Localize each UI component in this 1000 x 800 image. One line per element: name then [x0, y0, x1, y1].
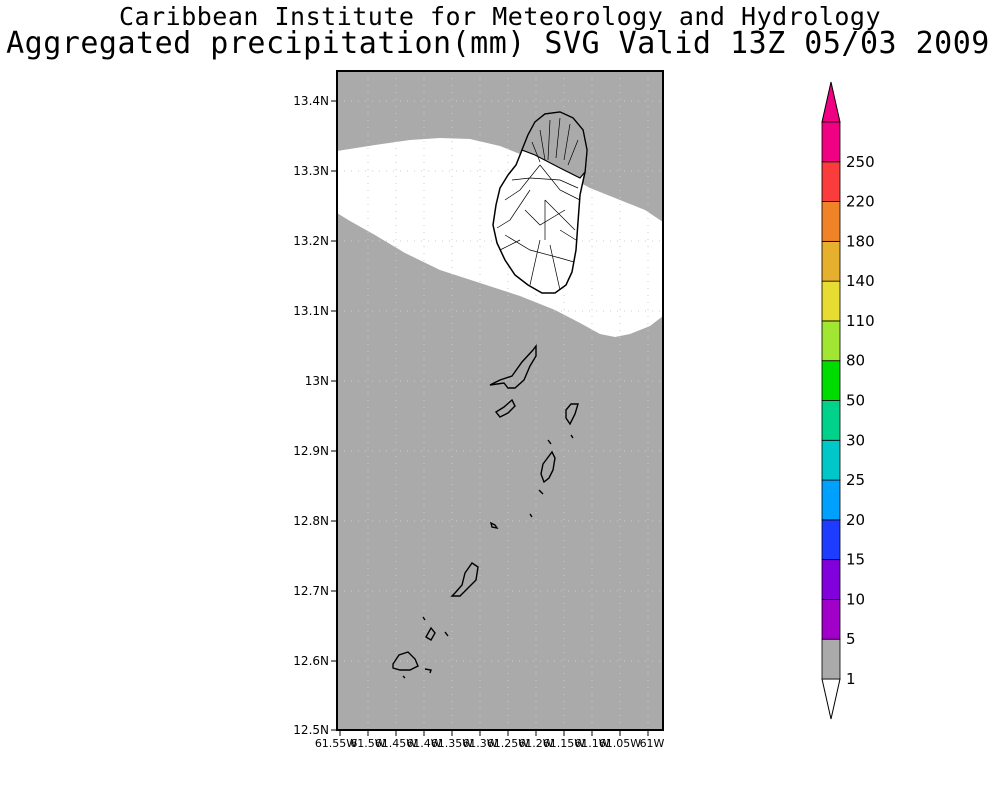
- legend-label: 25: [846, 471, 865, 489]
- lon-label: 61.5W: [350, 737, 385, 750]
- legend-swatch: [821, 479, 841, 521]
- legend-swatch: [821, 121, 841, 163]
- lon-label: 61.1W: [574, 737, 609, 750]
- lon-label: 61.45W: [375, 737, 417, 750]
- legend-swatch: [821, 320, 841, 362]
- lat-label: 13.1N: [293, 304, 329, 318]
- lon-label: 61.35W: [431, 737, 473, 750]
- legend-swatch: [821, 400, 841, 441]
- lon-label: 61.4W: [406, 737, 441, 750]
- legend-label: 30: [846, 431, 865, 449]
- legend-swatch: [821, 599, 841, 640]
- legend-under-arrow: [821, 678, 841, 720]
- legend-swatch: [821, 439, 841, 481]
- graticule: [337, 71, 663, 730]
- legend-label: 10: [846, 590, 865, 608]
- map-frame: [336, 70, 664, 731]
- legend-swatch: [821, 360, 841, 401]
- legend-label: 5: [846, 630, 856, 648]
- legend-over-arrow: [821, 81, 841, 123]
- lat-label: 12.8N: [293, 514, 329, 528]
- legend-swatch: [821, 240, 841, 282]
- lat-label: 13N: [305, 374, 329, 388]
- legend-swatch: [821, 638, 841, 680]
- st-vincent-island: [492, 111, 588, 294]
- legend-label: 1: [846, 670, 856, 688]
- lon-label: 61.25W: [487, 737, 529, 750]
- grenadines-islands: [392, 343, 579, 679]
- lon-label: 61W: [640, 737, 665, 750]
- lat-label: 13.3N: [293, 164, 329, 178]
- legend-label: 15: [846, 551, 865, 569]
- legend-label: 80: [846, 352, 865, 370]
- legend-label: 140: [846, 272, 875, 290]
- legend-label: 20: [846, 511, 865, 529]
- lat-label: 13.2N: [293, 234, 329, 248]
- lon-label: 61.15W: [543, 737, 585, 750]
- product-title: Aggregated precipitation(mm) SVG Valid 1…: [6, 26, 990, 61]
- legend-label: 110: [846, 312, 875, 330]
- legend-swatch: [821, 161, 841, 202]
- lat-axis: [331, 100, 337, 731]
- legend-swatch: [821, 280, 841, 322]
- legend-swatch: [821, 519, 841, 561]
- lat-label: 13.4N: [293, 94, 329, 108]
- lon-axis: [339, 730, 649, 736]
- legend-label: 50: [846, 392, 865, 410]
- lon-label: 61.55W: [315, 737, 357, 750]
- lat-label: 12.6N: [293, 654, 329, 668]
- institute-title: Caribbean Institute for Meteorology and …: [118, 2, 881, 31]
- legend-label: 180: [846, 232, 875, 250]
- lat-label: 12.9N: [293, 444, 329, 458]
- legend-swatch: [821, 559, 841, 600]
- legend-label: 250: [846, 153, 875, 171]
- lon-label: 61.05W: [599, 737, 641, 750]
- lon-label: 61.3W: [462, 737, 497, 750]
- lat-label: 12.5N: [293, 723, 329, 737]
- lon-label: 61.2W: [518, 737, 553, 750]
- legend-swatch: [821, 201, 841, 242]
- lat-label: 12.7N: [293, 584, 329, 598]
- legend-label: 220: [846, 193, 875, 211]
